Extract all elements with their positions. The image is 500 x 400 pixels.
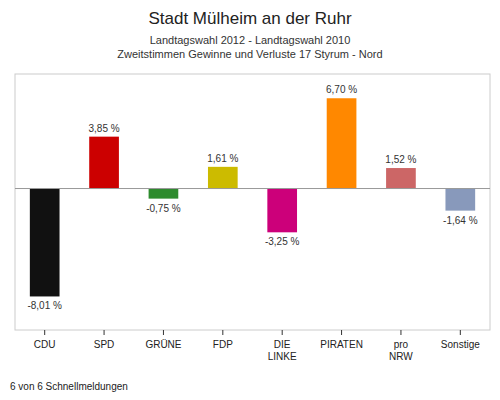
bar — [386, 168, 416, 188]
tick — [400, 330, 401, 335]
tick-label: proNRW — [389, 339, 413, 362]
tick-label: GRÜNE — [145, 339, 181, 350]
data-label: 3,85 % — [88, 123, 119, 134]
tick — [163, 330, 164, 335]
tick-label: FDP — [213, 339, 233, 350]
chart: Stadt Mülheim an der Ruhr Landtagswahl 20… — [0, 0, 500, 400]
tick-label: PIRATEN — [320, 339, 363, 350]
data-label: -3,25 % — [265, 236, 300, 247]
tick — [341, 330, 342, 335]
data-label: -1,64 % — [443, 215, 478, 226]
tick — [222, 330, 223, 335]
subtitle: Landtagswahl 2012 - Landtagswahl 2010 — [150, 34, 351, 46]
bar — [208, 167, 238, 189]
data-label: 6,70 % — [326, 84, 357, 95]
tick-label: SPD — [94, 339, 115, 350]
data-label: -8,01 % — [27, 300, 62, 311]
bar — [149, 189, 179, 199]
bar — [89, 137, 119, 189]
bar — [327, 98, 357, 188]
tick-label: Sonstige — [441, 339, 480, 350]
footer: 6 von 6 Schnellmeldungen — [10, 381, 128, 392]
data-label: 1,61 % — [207, 153, 238, 164]
zero-line — [15, 188, 490, 189]
bars — [30, 98, 475, 296]
bar — [445, 189, 475, 211]
tick — [282, 330, 283, 335]
tick-label: CDU — [34, 339, 56, 350]
data-label: -0,75 % — [146, 203, 181, 214]
subtitle: Zweitstimmen Gewinne und Verluste 17 Sty… — [117, 48, 382, 60]
bar — [267, 189, 297, 233]
plot-frame — [15, 74, 490, 330]
title: Stadt Mülheim an der Ruhr — [148, 9, 351, 28]
data-label: 1,52 % — [385, 154, 416, 165]
tick-label: DIELINKE — [268, 339, 297, 362]
tick — [104, 330, 105, 335]
tick — [44, 330, 45, 335]
bar — [30, 189, 60, 297]
tick — [460, 330, 461, 335]
